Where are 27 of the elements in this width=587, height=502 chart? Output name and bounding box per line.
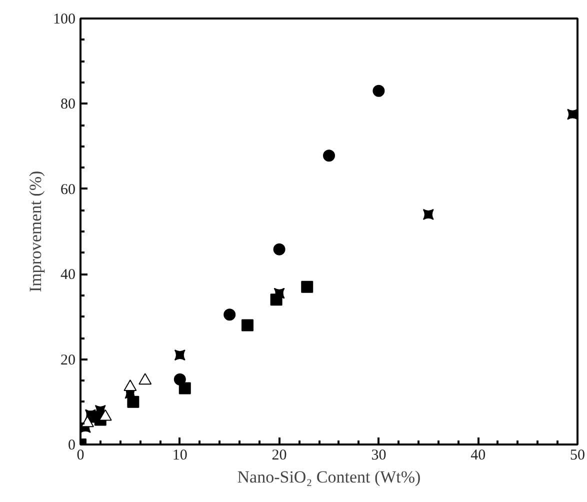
point xyxy=(301,280,314,293)
x-axis-title: Nano-SiO₂ Content (Wt%) xyxy=(237,468,421,486)
point xyxy=(274,288,285,299)
point xyxy=(127,396,140,408)
y-axis-title: Improvement (%) xyxy=(26,170,45,292)
point xyxy=(372,84,385,97)
point xyxy=(273,243,286,256)
y-tick-label: 60 xyxy=(60,182,76,198)
point xyxy=(174,350,186,361)
point xyxy=(422,208,434,220)
y-tick-label: 40 xyxy=(60,267,76,284)
point xyxy=(567,108,578,120)
point xyxy=(241,319,254,332)
x-tick-label: 40 xyxy=(470,448,486,464)
point xyxy=(178,382,191,394)
point xyxy=(84,409,96,420)
point xyxy=(323,150,335,162)
y-tick-label: 0 xyxy=(68,438,76,454)
point xyxy=(138,373,152,385)
x-tick-label: 30 xyxy=(371,448,386,464)
y-tick-label: 100 xyxy=(53,12,76,28)
y-tick-label: 20 xyxy=(60,352,76,368)
y-tick-label: 80 xyxy=(60,96,76,113)
x-tick-label: 50 xyxy=(570,448,585,464)
point xyxy=(224,308,236,321)
x-tick-label: 10 xyxy=(172,448,188,464)
x-tick-label: 20 xyxy=(272,448,287,464)
